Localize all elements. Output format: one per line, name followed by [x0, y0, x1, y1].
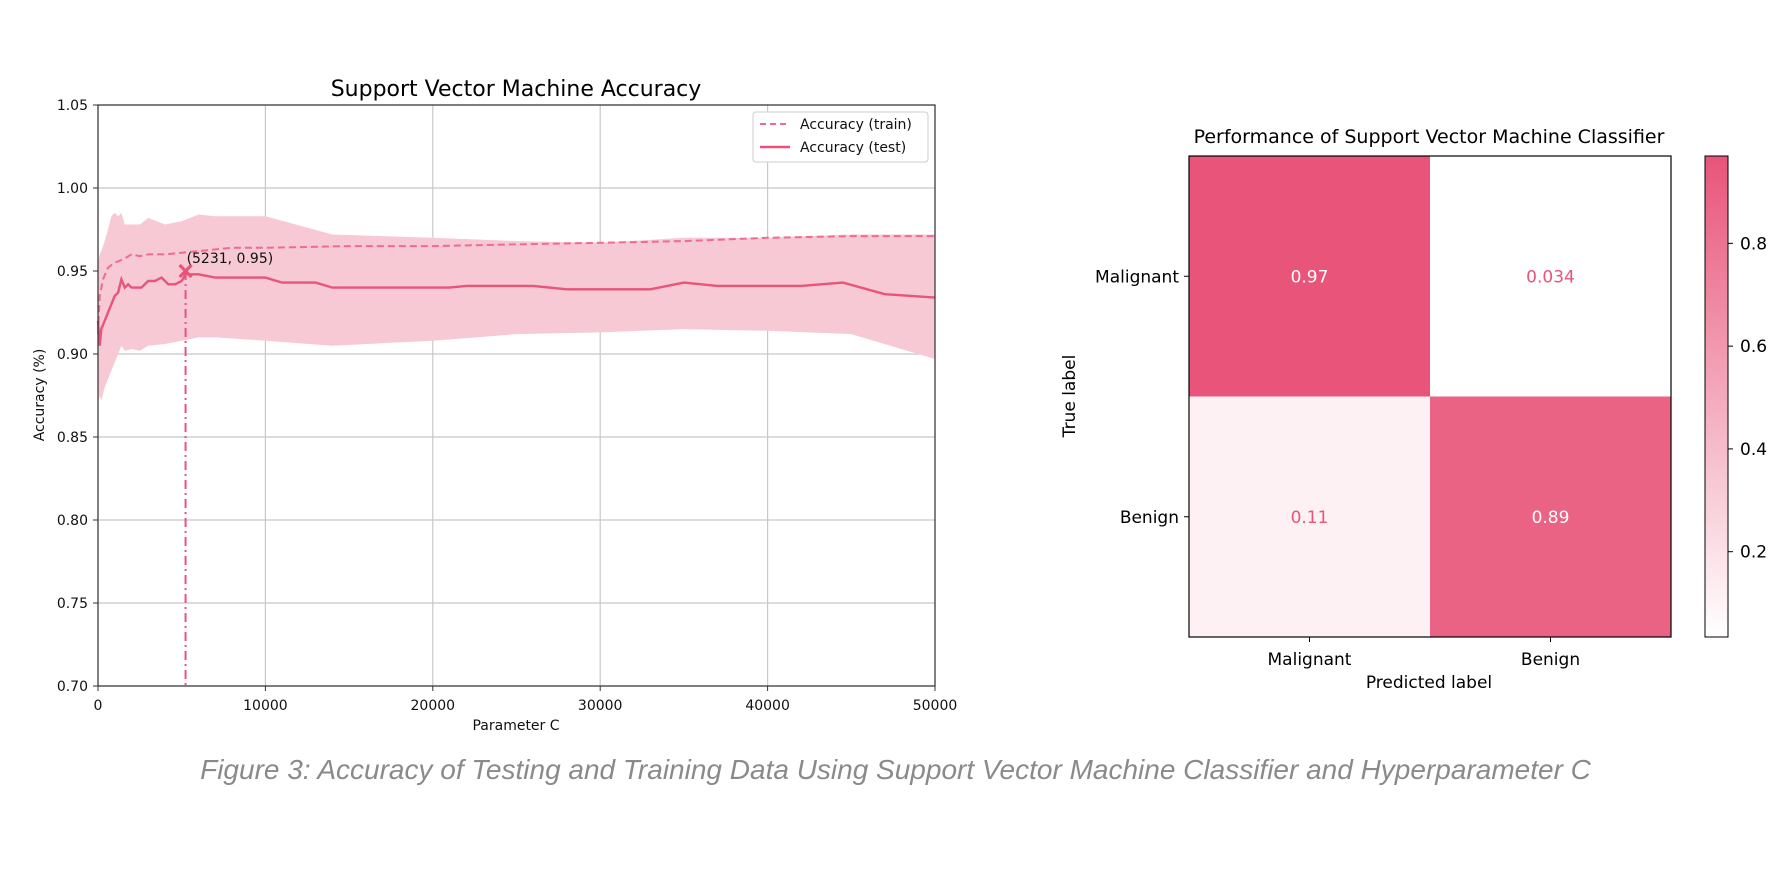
line-chart-frame — [97, 104, 936, 687]
cm-y-tick-label: Malignant — [1095, 267, 1179, 287]
line-chart-xlabel: Parameter C — [472, 718, 559, 734]
optimal-c-annotation: (5231, 0.95) — [187, 251, 274, 267]
matrix-cell — [1430, 156, 1671, 397]
cm-x-tick-label: Malignant — [1268, 650, 1352, 670]
confusion-matrix-title: Performance of Support Vector Machine Cl… — [1194, 126, 1665, 148]
matrix-cell — [1189, 156, 1430, 397]
legend-box — [752, 111, 929, 163]
matrix-cell-value: 0.11 — [1291, 508, 1329, 528]
colorbar-tick-label: 0.6 — [1740, 337, 1767, 357]
legend-test-label: Accuracy (test) — [800, 140, 906, 156]
confusion-matrix-xlabel: Predicted label — [1366, 673, 1492, 693]
y-tick-label: 1.00 — [57, 181, 88, 197]
figure-caption: Figure 3: Accuracy of Testing and Traini… — [200, 754, 1591, 785]
matrix-cell — [1430, 396, 1671, 637]
y-tick-label: 0.70 — [57, 679, 88, 695]
colorbar-tick-label: 0.4 — [1740, 440, 1767, 460]
confusion-matrix-frame — [1188, 155, 1672, 638]
y-tick-label: 0.75 — [57, 596, 88, 612]
y-tick-label: 0.90 — [57, 347, 88, 363]
cm-y-tick-label: Benign — [1120, 508, 1179, 528]
colorbar-tick-label: 0.8 — [1740, 234, 1767, 254]
line-chart-ticks: 0 10000 20000 30000 40000 50000 0.70 0.75 0.80 0.… — [57, 98, 957, 714]
y-tick-label: 1.05 — [57, 98, 88, 114]
x-tick-label: 10000 — [243, 698, 288, 714]
line-chart-grid — [97, 104, 936, 687]
y-tick-label: 0.85 — [57, 430, 88, 446]
x-tick-label: 40000 — [745, 698, 790, 714]
matrix-cell-value: 0.97 — [1291, 267, 1329, 287]
legend-train-label: Accuracy (train) — [800, 117, 912, 133]
line-chart-ylabel: Accuracy (%) — [32, 349, 48, 442]
matrix-cell-value: 0.034 — [1526, 267, 1575, 287]
line-chart-legend: Accuracy (train) Accuracy (test) — [752, 111, 929, 163]
confusion-matrix-axis-labels: Malignant Benign Malignant Benign — [1095, 267, 1580, 670]
colorbar-ticks: 0.2 0.4 0.6 0.8 — [1728, 234, 1767, 563]
marker-cross-b — [178, 263, 193, 279]
line-chart-title: Support Vector Machine Accuracy — [331, 77, 702, 102]
confusion-matrix-cells: 0.97 0.034 0.11 0.89 — [1189, 156, 1671, 637]
confusion-matrix-ylabel: True label — [1060, 355, 1080, 439]
x-tick-label: 30000 — [578, 698, 623, 714]
y-tick-label: 0.95 — [57, 264, 88, 280]
x-tick-label: 50000 — [913, 698, 958, 714]
matrix-cell-value: 0.89 — [1532, 508, 1570, 528]
optimal-c-marker — [178, 263, 193, 279]
cm-x-tick-label: Benign — [1521, 650, 1580, 670]
accuracy-band — [98, 212, 935, 404]
confusion-matrix: Performance of Support Vector Machine Cl… — [1060, 126, 1767, 693]
colorbar — [1704, 155, 1729, 638]
x-tick-label: 20000 — [411, 698, 456, 714]
y-tick-label: 0.80 — [57, 513, 88, 529]
accuracy-line-chart: Support Vector Machine Accuracy (5231, 0… — [32, 77, 957, 734]
colorbar-tick-label: 0.2 — [1740, 543, 1767, 563]
x-tick-label: 0 — [94, 698, 103, 714]
matrix-cell — [1189, 396, 1430, 637]
